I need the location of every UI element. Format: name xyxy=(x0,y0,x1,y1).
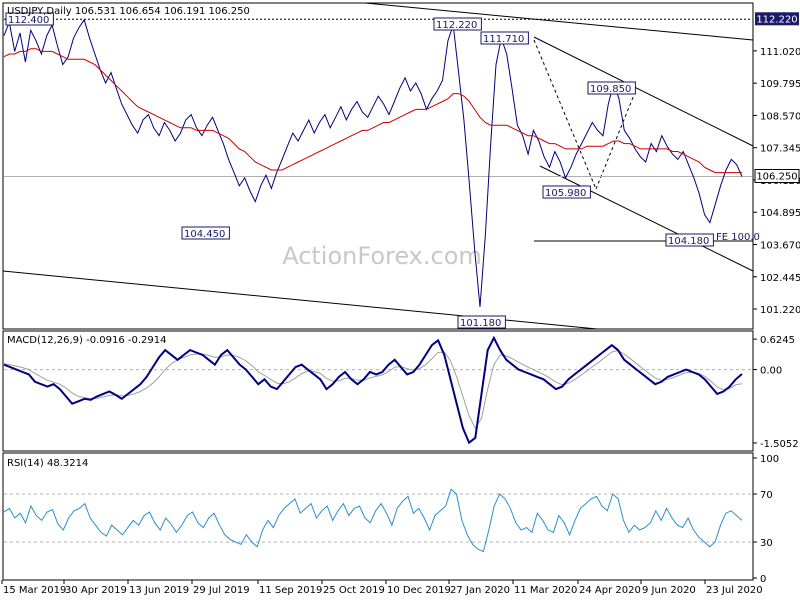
callout-box xyxy=(480,31,529,45)
callout-label: 104.450 xyxy=(184,229,225,240)
date-tick-label: 30 Apr 2019 xyxy=(65,585,127,596)
watermark: ActionForex.com xyxy=(282,242,482,270)
resistance-badge: 112.220 xyxy=(755,12,799,26)
rsi-y-axis: 100 70 30 0 xyxy=(753,454,779,585)
callout-box xyxy=(542,185,591,199)
date-tick-label: 25 Oct 2019 xyxy=(323,585,385,596)
callout-label: 112.220 xyxy=(436,20,477,31)
channel-lower-line xyxy=(539,165,754,272)
price-series-group xyxy=(3,18,743,307)
rsi-series-group xyxy=(3,488,752,553)
macd-tick-label: 0.00 xyxy=(760,366,782,377)
moving-average-line xyxy=(3,48,742,174)
callout-label: 109.850 xyxy=(590,84,631,95)
price-pane-frame xyxy=(2,2,754,330)
callout-label: 101.180 xyxy=(460,318,501,329)
date-tick-label: 29 Jul 2019 xyxy=(193,585,250,596)
price-tick-label: 109.795 xyxy=(760,79,800,90)
callout-box xyxy=(587,81,636,95)
rsi-tick-label: 100 xyxy=(760,454,779,465)
date-tick-label: 10 Dec 2019 xyxy=(387,585,451,596)
callout-box xyxy=(433,17,482,31)
rsi-pane-title: RSI(14) 48.3214 xyxy=(7,458,88,469)
callout-box xyxy=(181,226,230,240)
projection-dashed-down xyxy=(533,39,597,190)
rsi-tick-label: 70 xyxy=(760,490,773,501)
rsi-line xyxy=(3,488,743,553)
callout-label: 111.710 xyxy=(483,34,524,45)
date-tick-label: 23 Jul 2020 xyxy=(706,585,763,596)
channel-upper-line xyxy=(533,36,754,147)
callout-label: 105.980 xyxy=(545,188,586,199)
macd-tick-label: 0.6245 xyxy=(760,335,795,346)
date-tick-label: 15 Mar 2019 xyxy=(3,585,66,596)
macd-tick-label: -1.5052 xyxy=(760,439,799,450)
macd-pane-frame xyxy=(2,330,754,452)
date-tick-label: 11 Sep 2019 xyxy=(259,585,322,596)
fib-expansion-label: FE 100.0 xyxy=(716,232,760,243)
macd-pane-title: MACD(12,26,9) -0.0916 -0.2914 xyxy=(7,335,167,346)
date-tick-label: 11 Mar 2020 xyxy=(514,585,577,596)
date-tick-label: 9 Jun 2020 xyxy=(642,585,696,596)
current-price-label: 106.250 xyxy=(756,172,797,183)
price-line xyxy=(3,18,743,307)
price-callouts: 112.400 104.450 112.220 111.710 101.180 109.8… xyxy=(5,12,714,329)
rsi-tick-label: 30 xyxy=(760,538,773,549)
resistance-box xyxy=(755,12,799,26)
price-tick-label: 104.895 xyxy=(760,208,800,219)
price-pane-title: USDJPY,Daily 106.531 106.654 106.191 106… xyxy=(7,6,250,17)
resistance-label: 112.220 xyxy=(756,14,797,25)
macd-line xyxy=(3,335,743,445)
current-price-box xyxy=(754,169,800,183)
rsi-pane-frame xyxy=(2,452,754,581)
callout-label: 104.180 xyxy=(668,236,709,247)
price-tick-label: 101.220 xyxy=(760,305,800,316)
date-tick-label: 24 Apr 2020 xyxy=(579,585,641,596)
price-reference-lines xyxy=(4,18,752,178)
callout-box xyxy=(5,12,54,26)
price-tick-label: 111.020 xyxy=(760,47,800,58)
macd-y-axis: 0.6245 0.00 -1.5052 xyxy=(753,335,799,450)
price-tick-label: 108.570 xyxy=(760,111,800,122)
rsi-tick-label: 0 xyxy=(760,574,766,585)
price-tick-label: 102.445 xyxy=(760,273,800,284)
upper-trendline xyxy=(364,2,754,41)
macd-series-group xyxy=(3,335,752,445)
callout-box xyxy=(665,233,714,247)
date-tick-label: 13 Jun 2019 xyxy=(129,585,189,596)
callout-label: 112.400 xyxy=(8,15,49,26)
date-tick-label: 27 Jan 2020 xyxy=(450,585,510,596)
current-price-badge: 106.250 xyxy=(754,169,800,183)
price-tick-label: 107.345 xyxy=(760,144,800,155)
callout-box xyxy=(457,315,506,329)
price-tick-label: 103.670 xyxy=(760,240,800,251)
